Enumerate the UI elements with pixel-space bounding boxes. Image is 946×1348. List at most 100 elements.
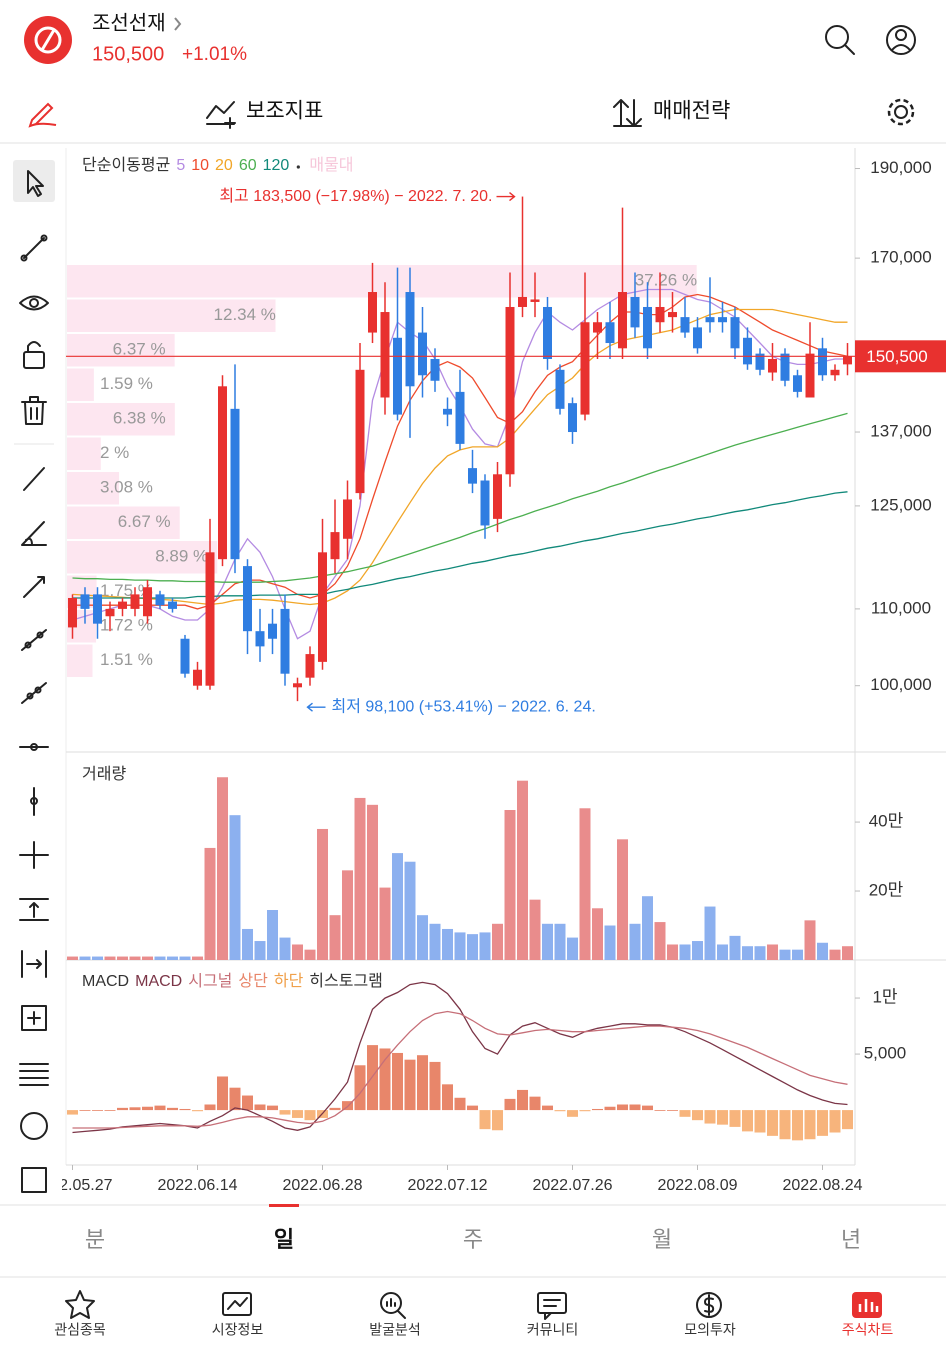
high-annotation: 최고 183,500 (−17.98%) − 2022. 7. 20. — [219, 187, 492, 205]
bottom-nav: 관심종목 시장정보 발굴분석 커뮤니티 모의투자 주식차트 — [54, 1290, 894, 1338]
strategy-button[interactable]: 매매전략 — [653, 100, 730, 123]
line-tool[interactable] — [23, 237, 45, 259]
legend-item: MACD — [135, 973, 182, 990]
eye-tool[interactable] — [19, 295, 49, 311]
histogram-bar — [279, 1110, 291, 1115]
delete-tool[interactable] — [21, 396, 47, 425]
circle-tool[interactable] — [20, 1112, 48, 1140]
y-tick-label: 5,000 — [864, 1044, 907, 1063]
period-tab[interactable]: 일 — [274, 1227, 294, 1252]
volume-bar — [342, 870, 353, 960]
profile-bar — [67, 403, 175, 436]
angle-tool[interactable] — [21, 521, 47, 546]
histogram-bar — [217, 1076, 228, 1111]
macd-line — [72, 1010, 848, 1129]
period-tab[interactable]: 년 — [841, 1227, 861, 1252]
histogram-bar — [242, 1095, 253, 1111]
stock-name[interactable]: 조선선재 — [92, 11, 166, 34]
x-tick-label: 2022.08.24 — [782, 1177, 862, 1194]
profile-bar — [67, 506, 180, 539]
volume-bar — [692, 941, 703, 960]
histogram-bar — [79, 1110, 91, 1111]
cursor-tool[interactable] — [27, 170, 44, 197]
header: 조선선재 150,500 +1.01% — [24, 11, 916, 65]
rect-tool[interactable] — [21, 1167, 47, 1193]
histogram-bar — [704, 1110, 716, 1124]
box-tool[interactable] — [21, 1005, 47, 1031]
y-tick-label: 1만 — [872, 988, 897, 1007]
nav-item[interactable]: 관심종목 — [54, 1322, 106, 1338]
ray-tool[interactable] — [23, 576, 45, 598]
fib-tool[interactable] — [19, 1063, 49, 1086]
histogram-bar — [442, 1084, 453, 1111]
histogram-bar — [117, 1107, 128, 1111]
legend-item: 60 — [239, 157, 257, 174]
profile-button[interactable] — [886, 25, 916, 55]
volume-bar — [617, 839, 628, 960]
low-annotation: 최저 98,100 (+53.41%) − 2022. 6. 24. — [332, 697, 596, 715]
candle-body — [455, 391, 465, 444]
histogram-bar — [267, 1105, 278, 1111]
volume-bar — [629, 923, 641, 960]
volume-bar — [542, 923, 553, 960]
low-arrow — [306, 702, 326, 712]
profile-label: 6.38 % — [113, 409, 166, 428]
histogram-bar — [204, 1104, 216, 1111]
moving-average — [72, 412, 848, 583]
trend-tool[interactable] — [23, 467, 45, 491]
histogram-bar — [679, 1110, 691, 1117]
nav-item[interactable]: 발굴분석 — [369, 1322, 421, 1338]
histogram-bar — [667, 1110, 678, 1111]
nav-item[interactable]: 커뮤니티 — [527, 1322, 579, 1338]
volume-bar — [667, 944, 678, 960]
volume-bar — [154, 956, 166, 960]
candle-body — [493, 474, 502, 519]
histogram-bar — [379, 1048, 391, 1111]
histogram-bar — [792, 1110, 803, 1141]
nav-item[interactable]: 시장정보 — [212, 1322, 264, 1338]
range-tool[interactable] — [19, 898, 49, 921]
profile-label: 3.08 % — [100, 478, 153, 497]
candle-body — [343, 499, 352, 539]
candle-body — [593, 322, 602, 333]
period-tab[interactable]: 월 — [652, 1227, 672, 1252]
draw-button[interactable] — [28, 102, 57, 128]
cross-tool[interactable] — [19, 841, 49, 869]
legend-item: 하단 — [274, 972, 304, 990]
candle-body — [130, 594, 140, 609]
indicators-button[interactable]: 보조지표 — [246, 100, 323, 123]
candle-body — [218, 386, 227, 560]
volume-bar — [192, 956, 203, 960]
x-tick-label: 2022.07.12 — [407, 1177, 487, 1194]
period-tab[interactable]: 분 — [85, 1227, 105, 1252]
histogram-bar — [254, 1104, 266, 1111]
candle-body — [580, 322, 590, 415]
histogram-bar — [92, 1110, 103, 1111]
last-price-box — [855, 340, 946, 373]
lock-tool[interactable] — [23, 351, 45, 369]
change: +1.01% — [182, 44, 247, 65]
volume-bar — [267, 910, 278, 960]
search-button[interactable] — [825, 25, 855, 55]
nav-item[interactable]: 모의투자 — [684, 1322, 736, 1338]
volume-bar — [167, 956, 178, 960]
candle-body — [143, 587, 152, 617]
volume-bar — [454, 932, 466, 960]
period-tab[interactable]: 주 — [463, 1227, 483, 1252]
nav-item[interactable]: 주식차트 — [842, 1322, 894, 1338]
channel-tool[interactable] — [21, 682, 47, 704]
volume-bar — [817, 942, 828, 960]
candle-body — [630, 296, 640, 328]
profile-label: 1.75 % — [100, 581, 153, 600]
candle-body — [68, 597, 77, 628]
date-range-tool[interactable] — [21, 950, 47, 978]
profile-label: 8.89 % — [155, 547, 208, 566]
settings-button[interactable] — [887, 98, 915, 126]
volume-bar — [67, 956, 78, 960]
candle-body — [168, 601, 177, 609]
profile-bar — [67, 299, 276, 332]
candle-body — [280, 608, 290, 674]
candle-body — [605, 322, 615, 344]
volume-bar — [379, 887, 391, 960]
volume-bar — [404, 861, 416, 960]
